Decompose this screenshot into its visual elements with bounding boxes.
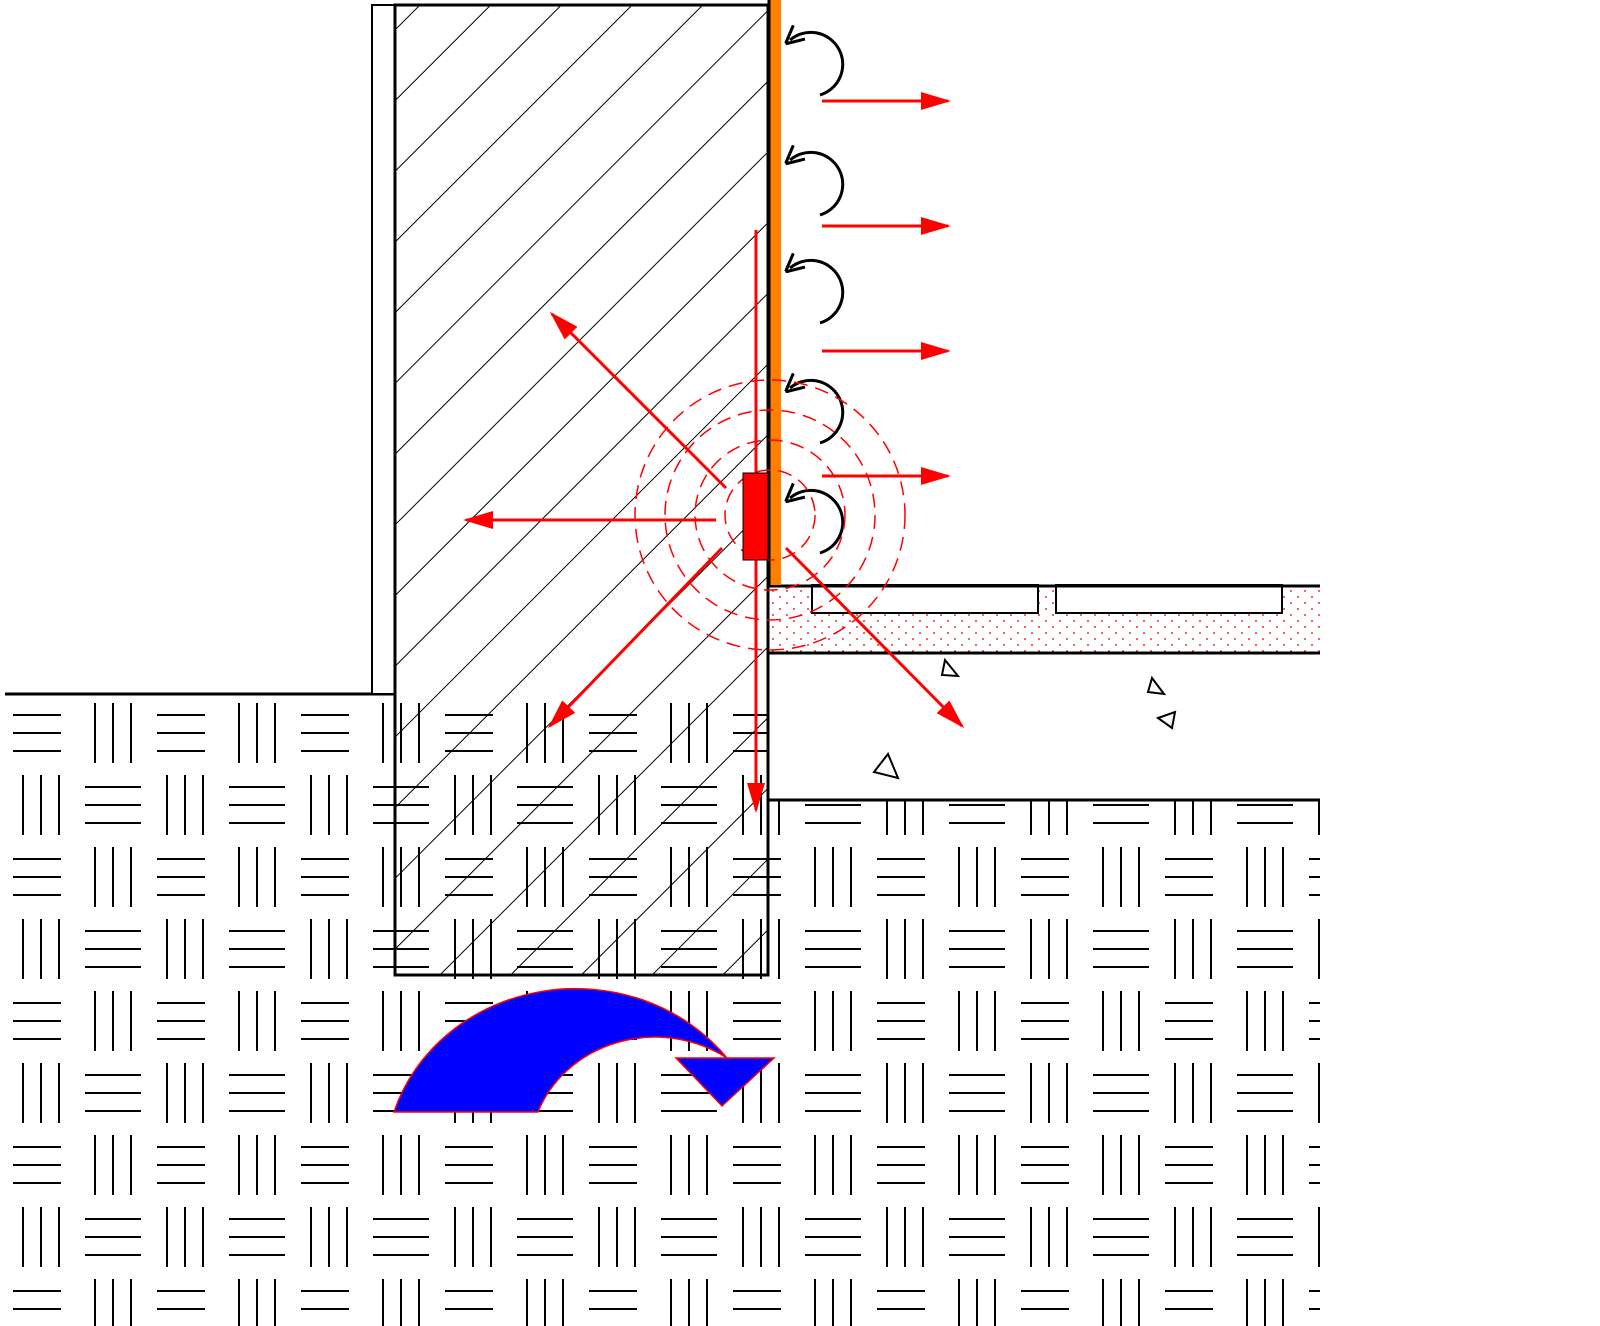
wall	[393, 3, 770, 977]
heat-flow-arrow	[392, 987, 776, 1113]
aggregate	[872, 657, 1177, 780]
heat-waves	[634, 379, 906, 651]
slab-lines	[768, 584, 1320, 802]
membrane	[770, 0, 781, 585]
heat-out-arrows	[822, 92, 951, 485]
heater	[742, 472, 769, 561]
plaster	[371, 4, 396, 695]
air-swirls	[790, 32, 845, 555]
